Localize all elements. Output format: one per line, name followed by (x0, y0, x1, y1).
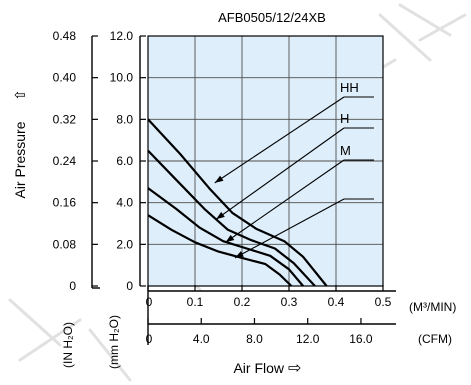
y-mmh2o-tick-label: 4.0 (116, 196, 133, 210)
y-inh2o-tick-label: 0.48 (53, 29, 77, 43)
leader-arrowhead (214, 175, 224, 183)
right-arrow-icon: ⇨ (288, 360, 301, 377)
x-m3min-tick-label: 0.5 (375, 295, 392, 309)
tick-labels: 00.080.160.240.320.400.4802.04.06.08.010… (53, 29, 392, 346)
x-cfm-tick-label: 4.0 (193, 332, 210, 346)
x-unit-m3min: (M³/MIN) (409, 300, 456, 314)
x-m3min-tick-label: 0.3 (281, 295, 298, 309)
leader-arrowhead (234, 251, 244, 258)
x-cfm-tick-label: 8.0 (246, 332, 263, 346)
curve-h (147, 149, 316, 287)
curve-m (147, 187, 304, 287)
curves (147, 118, 328, 287)
leader-line (214, 96, 345, 184)
x-m3min-tick-label: 0.2 (234, 295, 251, 309)
plot-frame (147, 35, 384, 287)
leader-arrowhead (225, 234, 235, 243)
y-inh2o-tick-label: 0.08 (53, 237, 77, 251)
x-cfm-tick-label: 0 (146, 332, 153, 346)
y-inh2o-tick-label: 0.24 (53, 154, 77, 168)
y-inh2o-tick-label: 0.32 (53, 112, 77, 126)
series-label-hh: HH (340, 80, 359, 95)
leader-arrowhead (216, 211, 225, 220)
y-inh2o-tick-label: 0 (69, 279, 76, 293)
y-unit-mmh2o: (mm H₂O) (107, 315, 121, 369)
leader-line (215, 127, 345, 220)
x-cfm-tick-label: 12.0 (296, 332, 320, 346)
y-mmh2o-tick-label: 0 (126, 279, 133, 293)
curve-hh (147, 118, 328, 287)
x-axis-label: Air Flow (233, 360, 284, 376)
x-m3min-tick-label: 0 (146, 295, 153, 309)
y-inh2o-tick-label: 0.40 (53, 71, 77, 85)
x-m3min-tick-label: 0.1 (187, 295, 204, 309)
series-label-h: H (340, 111, 349, 126)
x-cfm-tick-label: 16.0 (349, 332, 373, 346)
y-mmh2o-tick-label: 12.0 (110, 29, 134, 43)
leader-line (234, 198, 345, 259)
y-mmh2o-tick-label: 6.0 (116, 154, 133, 168)
y-mmh2o-tick-label: 8.0 (116, 112, 133, 126)
x-m3min-tick-label: 0.4 (328, 295, 345, 309)
chart-title: AFB0505/12/24XB (218, 10, 326, 25)
leader-line (225, 159, 345, 243)
curve-series-4 (147, 214, 293, 287)
x-unit-cfm: (CFM) (418, 332, 452, 346)
up-arrow-icon: ⇧ (12, 89, 28, 101)
y-unit-inh2o: (IN H₂O) (61, 322, 75, 368)
y-axis-label: Air Pressure (12, 121, 28, 198)
y-mmh2o-tick-label: 10.0 (110, 71, 134, 85)
series-label-m: M (340, 143, 351, 158)
y-inh2o-tick-label: 0.16 (53, 196, 77, 210)
y-mmh2o-tick-label: 2.0 (116, 237, 133, 251)
